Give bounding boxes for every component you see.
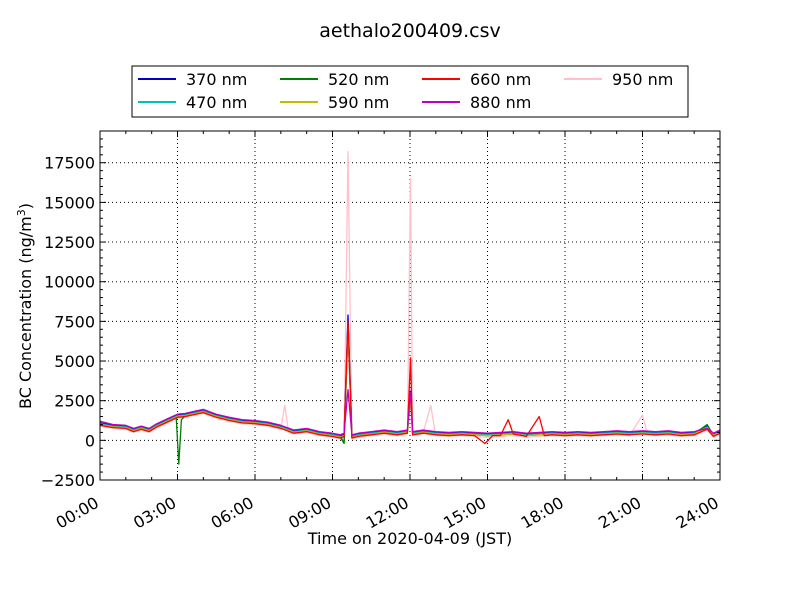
grid <box>100 131 720 480</box>
series-line-370-nm <box>100 314 720 437</box>
y-axis-label: BC Concentration (ng/m3) <box>15 203 35 409</box>
series-line-950-nm <box>100 150 720 440</box>
legend-label: 950 nm <box>612 70 673 89</box>
legend-item: 660 nm <box>422 70 531 89</box>
legend-item: 520 nm <box>280 70 389 89</box>
y-tick-labels: −2500 0 2500 5000 7500 10000 12500 15000 17500 <box>41 154 95 490</box>
x-axis-label: Time on 2020-04-09 (JST) <box>307 529 512 548</box>
y-axis-label-tail: ) <box>16 203 35 209</box>
legend-item: 470 nm <box>138 93 247 112</box>
plot-area <box>99 130 721 481</box>
x-tick-labels: 00:00 03:00 06:00 09:00 12:00 15:00 18:00 21:00… <box>53 493 722 533</box>
series-line-660-nm <box>100 320 720 445</box>
y-axis-label-main: BC Concentration (ng/m <box>16 216 35 409</box>
y-tick-label: 7500 <box>54 312 95 331</box>
y-tick-label: 15000 <box>44 193 95 212</box>
legend-item: 370 nm <box>138 70 247 89</box>
legend-item: 950 nm <box>564 70 673 89</box>
y-tick-label: 2500 <box>54 392 95 411</box>
y-tick-label: 0 <box>85 431 95 450</box>
series-line-470-nm <box>100 330 720 443</box>
legend-label: 660 nm <box>470 70 531 89</box>
legend-label: 370 nm <box>186 70 247 89</box>
legend-label: 590 nm <box>328 93 389 112</box>
y-tick-label: 10000 <box>44 273 95 292</box>
legend-label: 520 nm <box>328 70 389 89</box>
legend-label: 470 nm <box>186 93 247 112</box>
y-tick-label: −2500 <box>41 471 95 490</box>
legend-item: 880 nm <box>422 93 531 112</box>
series-line-880-nm <box>100 388 720 436</box>
y-axis-label-superscript: 3 <box>15 209 28 216</box>
y-tick-label: 12500 <box>44 233 95 252</box>
y-tick-label: 17500 <box>44 154 95 173</box>
legend: 370 nm 470 nm 520 nm 590 nm 660 nm 880 nm 950 … <box>131 65 689 118</box>
y-tick-label: 5000 <box>54 352 95 371</box>
legend-label: 880 nm <box>470 93 531 112</box>
series-line-590-nm <box>100 328 720 438</box>
chart-title: aethalo200409.csv <box>319 20 501 42</box>
legend-item: 590 nm <box>280 93 389 112</box>
plot-frame <box>99 130 721 481</box>
